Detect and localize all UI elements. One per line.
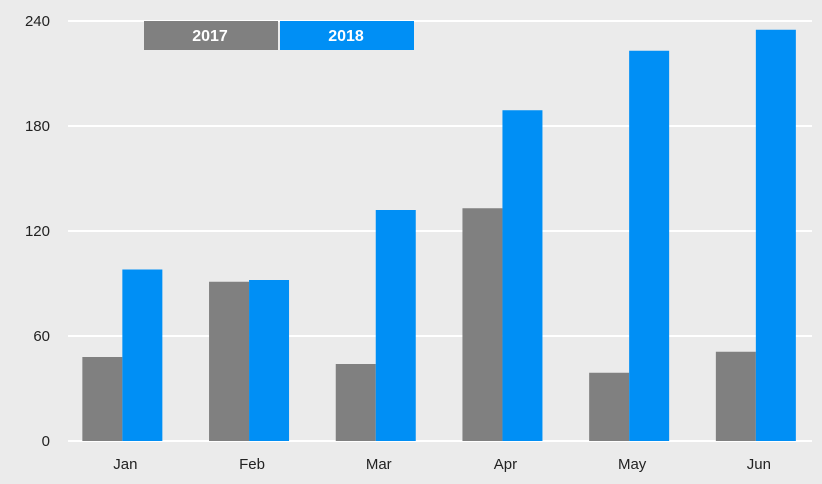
bar-2017-may (589, 372, 630, 441)
y-tick-label: 60 (33, 328, 50, 345)
x-tick-label-mar: Mar (366, 456, 392, 473)
x-axis-ticks: Jan Feb Mar Apr May Jun (113, 456, 771, 473)
bar-2017-feb (209, 281, 250, 441)
x-tick-label-jan: Jan (113, 456, 137, 473)
legend-swatch-2018[interactable] (280, 21, 414, 50)
legend-item-2017[interactable]: 2017 (144, 21, 278, 50)
bar-2018-mar (375, 210, 416, 441)
bar-2018-may (629, 50, 670, 441)
bar-2018-apr (502, 110, 543, 441)
bar-2017-apr (462, 208, 503, 441)
bar-2018-feb (249, 280, 290, 441)
x-tick-label-jun: Jun (747, 456, 771, 473)
legend-swatch-2017[interactable] (144, 21, 278, 50)
bar-2018-jan (122, 269, 163, 441)
y-axis-ticks: 0 60 120 180 240 (25, 13, 50, 450)
x-tick-label-may: May (618, 456, 647, 473)
gridlines (68, 20, 812, 442)
bar-2017-jan (82, 357, 123, 441)
bar-2018-jun (755, 29, 796, 441)
legend-label-2018: 2018 (328, 28, 364, 45)
y-tick-label: 180 (25, 118, 50, 135)
x-tick-label-apr: Apr (494, 456, 517, 473)
bars (82, 29, 796, 441)
bar-2017-jun (715, 351, 756, 441)
x-tick-label-feb: Feb (239, 456, 265, 473)
y-tick-label: 240 (25, 13, 50, 30)
y-tick-label: 0 (42, 433, 50, 450)
legend-label-2017: 2017 (192, 28, 228, 45)
legend-item-2018[interactable]: 2018 (280, 21, 414, 50)
legend[interactable]: 2017 2018 (144, 21, 414, 50)
bar-2017-mar (335, 364, 376, 441)
y-tick-label: 120 (25, 223, 50, 240)
